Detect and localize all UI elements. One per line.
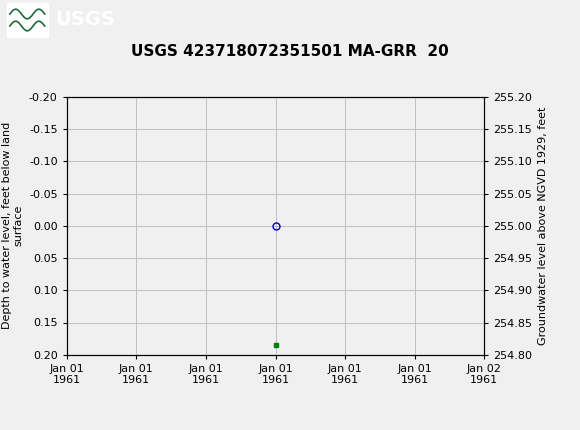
Y-axis label: Depth to water level, feet below land
surface: Depth to water level, feet below land su… bbox=[2, 122, 23, 329]
Bar bbox=[7, 3, 48, 37]
Text: USGS: USGS bbox=[55, 10, 115, 30]
Y-axis label: Groundwater level above NGVD 1929, feet: Groundwater level above NGVD 1929, feet bbox=[538, 107, 548, 345]
Text: USGS 423718072351501 MA-GRR  20: USGS 423718072351501 MA-GRR 20 bbox=[131, 44, 449, 59]
